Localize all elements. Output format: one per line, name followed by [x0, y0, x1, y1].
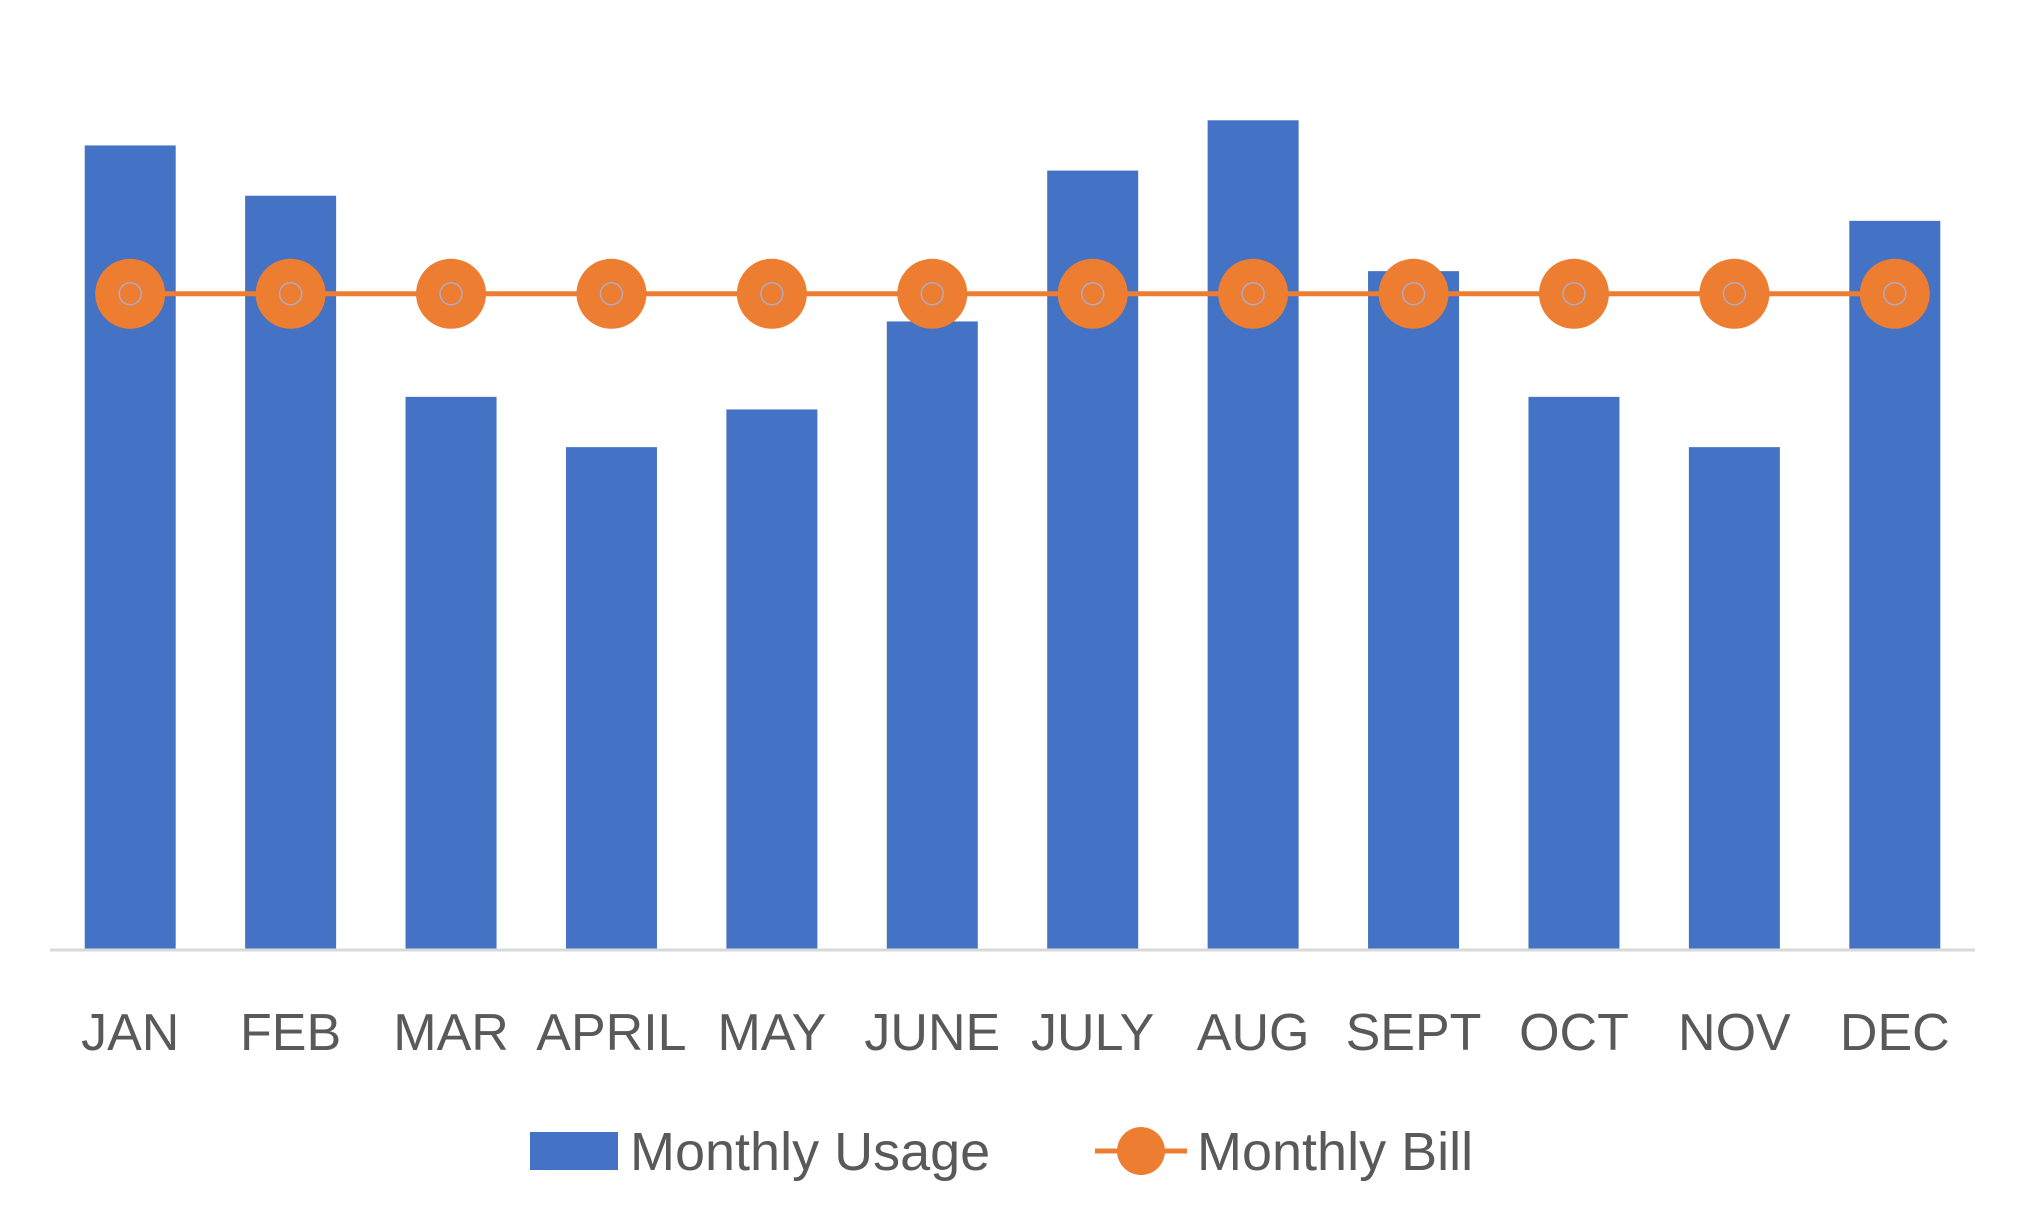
bar-sept [1368, 271, 1460, 951]
x-tick-label-nov: NOV [1678, 1004, 1791, 1062]
bill-marker-center-sept [1401, 282, 1426, 306]
legend-label-monthly-bill: Monthly Bill [1197, 1122, 1473, 1182]
bill-marker-center-april [599, 282, 624, 306]
bill-marker-oct [1538, 258, 1609, 329]
bar-april [565, 447, 657, 950]
x-tick-label-july: JULY [1031, 1004, 1154, 1062]
bill-marker-mar [416, 258, 487, 329]
legend-label-monthly-usage: Monthly Usage [630, 1122, 990, 1182]
bill-marker-center-june [920, 282, 945, 306]
bill-marker-center-oct [1562, 282, 1586, 306]
bill-line-series [95, 258, 1930, 329]
x-tick-label-feb: FEB [240, 1004, 341, 1062]
legend-marker-monthly-bill [1117, 1127, 1165, 1175]
x-tick-label-mar: MAR [393, 1004, 509, 1062]
bill-marker-center-nov [1722, 282, 1747, 306]
bar-june [886, 321, 978, 950]
x-axis-tick-labels: JAN FEB MAR APRIL MAY JUNE JULY AUG SEPT OCT NOV DE… [81, 1004, 1950, 1062]
bar-mar [405, 396, 497, 950]
x-tick-label-oct: OCT [1519, 1004, 1629, 1062]
bar-may [726, 409, 818, 950]
usage-bars [84, 120, 1941, 951]
bar-dec [1849, 220, 1941, 950]
x-tick-label-jan: JAN [81, 1004, 179, 1062]
bar-oct [1528, 396, 1620, 950]
bill-marker-center-feb [278, 282, 303, 306]
bill-marker-july [1057, 258, 1128, 329]
bill-marker-center-aug [1241, 282, 1265, 306]
bar-aug [1207, 120, 1299, 951]
bill-marker-jan [95, 258, 166, 329]
bill-marker-center-dec [1883, 282, 1907, 306]
bar-nov [1688, 447, 1780, 950]
bill-marker-june [897, 258, 968, 329]
x-tick-label-aug: AUG [1197, 1004, 1310, 1062]
bill-marker-sept [1378, 258, 1449, 329]
legend: Monthly Usage Monthly Bill [530, 1122, 1473, 1182]
x-tick-label-may: MAY [717, 1004, 826, 1062]
x-tick-label-sept: SEPT [1346, 1004, 1482, 1062]
x-tick-label-april: APRIL [536, 1004, 686, 1062]
bill-marker-center-may [760, 282, 784, 306]
bill-marker-nov [1699, 258, 1770, 329]
bill-marker-may [736, 258, 807, 329]
bill-marker-feb [255, 258, 326, 329]
bill-marker-center-jan [118, 282, 142, 306]
bill-marker-april [576, 258, 647, 329]
x-tick-label-june: JUNE [864, 1004, 1000, 1062]
bill-marker-aug [1218, 258, 1289, 329]
legend-swatch-monthly-usage [530, 1132, 618, 1170]
bill-marker-dec [1859, 258, 1930, 329]
x-tick-label-dec: DEC [1840, 1004, 1950, 1062]
bill-marker-center-mar [439, 282, 463, 306]
bill-marker-center-july [1080, 282, 1105, 306]
